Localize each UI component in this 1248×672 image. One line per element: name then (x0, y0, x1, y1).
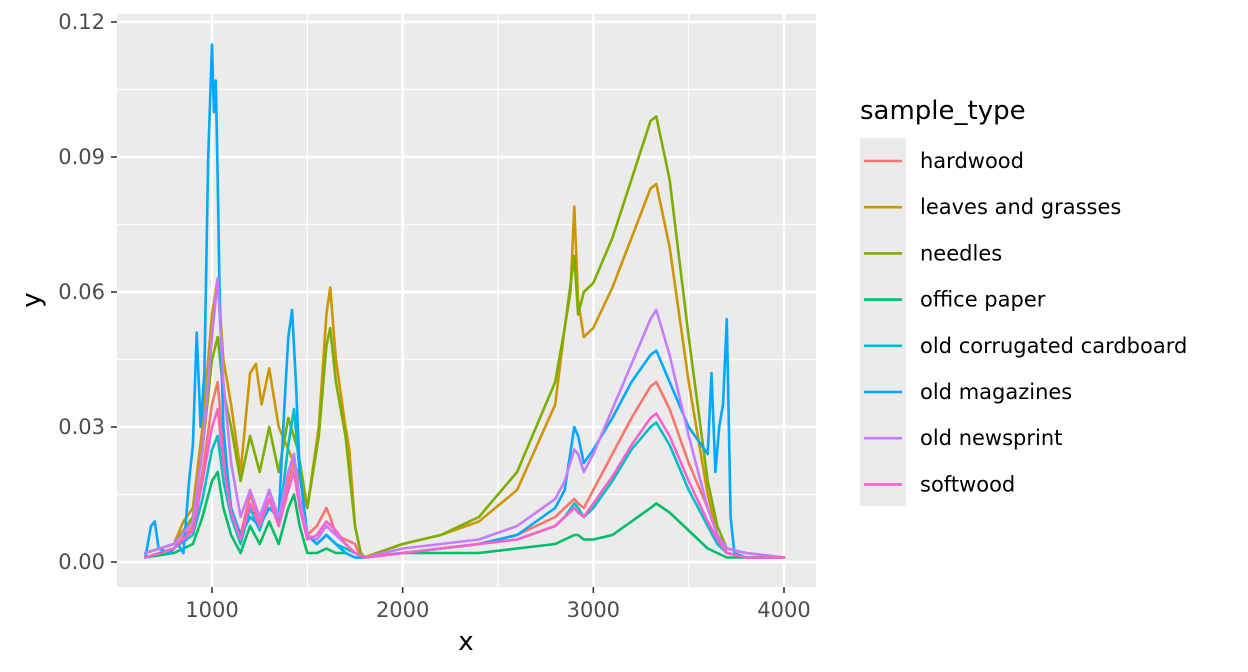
legend: sample_type hardwood leaves and grasses ne… (860, 96, 1187, 506)
minor-gridlines (117, 14, 816, 587)
legend-key-background (860, 138, 906, 506)
x-tick-label: 3000 (567, 598, 620, 622)
y-axis-title: y (17, 292, 47, 307)
y-tick-label: 0.09 (58, 145, 105, 169)
legend-items: hardwood leaves and grasses needles office … (864, 149, 1187, 496)
series-layer (144, 43, 786, 559)
legend-label: old newsprint (920, 426, 1062, 450)
y-tick-label: 0.12 (58, 10, 105, 34)
legend-label: old corrugated cardboard (920, 334, 1187, 358)
legend-label: office paper (920, 288, 1046, 312)
x-tick-label: 4000 (757, 598, 810, 622)
y-axis: 0.00 0.03 0.06 0.09 0.12 (58, 10, 117, 574)
x-axis-title: x (458, 627, 473, 657)
y-tick-label: 0.06 (58, 280, 105, 304)
y-tick-label: 0.03 (58, 415, 105, 439)
legend-label: softwood (920, 472, 1015, 496)
x-tick-label: 2000 (376, 598, 429, 622)
series-line-old-magazines (144, 43, 786, 559)
series-line-softwood (144, 407, 786, 559)
legend-label: leaves and grasses (920, 195, 1121, 219)
x-tick-label: 1000 (185, 598, 238, 622)
legend-title: sample_type (860, 96, 1026, 126)
legend-label: hardwood (920, 149, 1024, 173)
x-axis: 1000 2000 3000 4000 (185, 587, 811, 622)
y-tick-label: 0.00 (58, 550, 105, 574)
legend-label: old magazines (920, 380, 1072, 404)
series-line-needles (144, 115, 786, 559)
legend-label: needles (920, 241, 1002, 265)
